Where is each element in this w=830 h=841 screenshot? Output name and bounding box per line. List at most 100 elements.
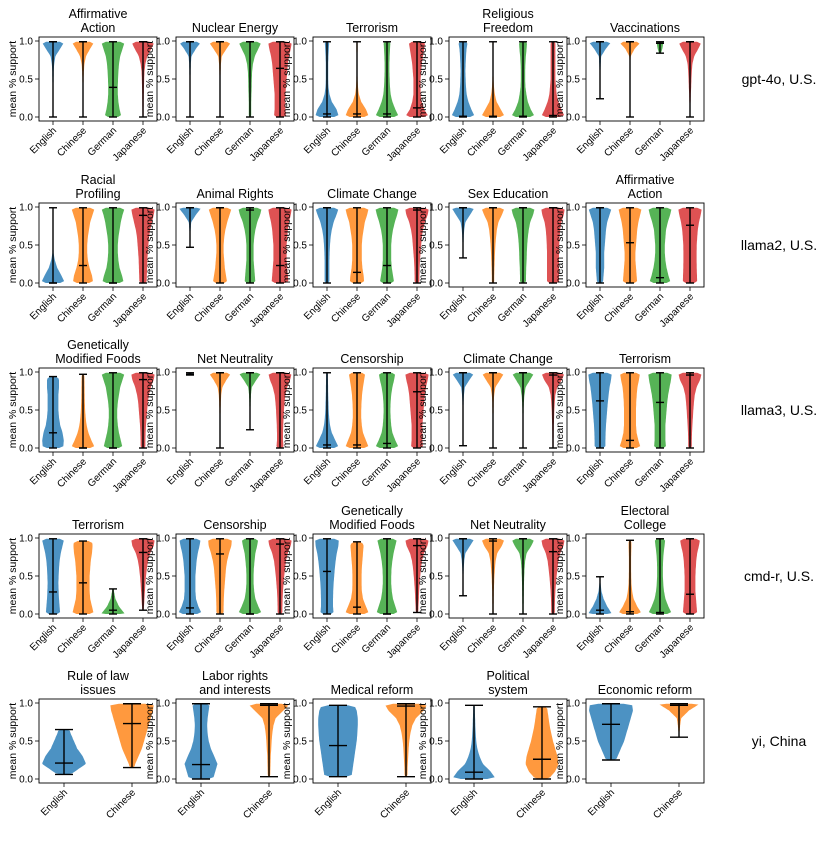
panel-frame xyxy=(312,698,432,784)
y-tick-label: 0.0 xyxy=(156,775,170,786)
panel-frame xyxy=(585,36,705,122)
y-axis-label: mean % support xyxy=(554,207,566,284)
y-tick-label: 0.0 xyxy=(566,279,580,290)
y-tick-label: 0.0 xyxy=(293,610,307,621)
y-tick-label: 0.0 xyxy=(566,113,580,124)
panel-frame xyxy=(448,367,568,453)
y-tick-label: 0.5 xyxy=(429,241,443,252)
y-axis-label: mean % support xyxy=(281,372,293,449)
y-tick-label: 0.5 xyxy=(293,572,307,583)
row-label: gpt-4o, U.S. xyxy=(742,71,817,87)
y-tick-label: 0.0 xyxy=(293,113,307,124)
panel-title: Labor rights xyxy=(202,669,268,683)
y-tick-label: 1.0 xyxy=(293,699,307,710)
y-axis-label: mean % support xyxy=(7,207,19,284)
x-tick-label: Chinese xyxy=(602,622,636,656)
y-tick-label: 0.0 xyxy=(566,775,580,786)
x-tick-label: Chinese xyxy=(514,787,548,821)
y-axis-label: mean % support xyxy=(281,41,293,118)
y-tick-label: 0.0 xyxy=(156,610,170,621)
y-tick-label: 1.0 xyxy=(156,368,170,379)
x-tick-label: English xyxy=(176,787,207,818)
y-tick-label: 1.0 xyxy=(293,368,307,379)
y-tick-label: 1.0 xyxy=(156,534,170,545)
y-tick-label: 0.5 xyxy=(19,241,33,252)
panel-title: Affirmative xyxy=(616,173,675,187)
x-tick-label: English xyxy=(586,787,617,818)
panel-frame xyxy=(585,533,705,619)
panel-title: Climate Change xyxy=(327,187,417,201)
panel-frame xyxy=(175,367,295,453)
y-axis-label: mean % support xyxy=(417,538,429,615)
x-tick-label: Chinese xyxy=(465,456,499,490)
x-tick-label: Chinese xyxy=(192,125,226,159)
y-tick-label: 0.5 xyxy=(19,406,33,417)
y-tick-label: 0.5 xyxy=(19,572,33,583)
y-tick-label: 0.0 xyxy=(293,279,307,290)
panel-frame xyxy=(312,36,432,122)
y-axis-label: mean % support xyxy=(554,538,566,615)
y-tick-label: 1.0 xyxy=(293,534,307,545)
panel-title: Modified Foods xyxy=(329,518,414,532)
panel-title: Medical reform xyxy=(331,683,414,697)
x-tick-label: Chinese xyxy=(329,291,363,325)
y-axis-label: mean % support xyxy=(144,538,156,615)
panel-title: and interests xyxy=(199,683,271,697)
y-tick-label: 1.0 xyxy=(156,699,170,710)
x-tick-label: Chinese xyxy=(104,787,138,821)
panel-frame xyxy=(38,36,158,122)
panel-frame xyxy=(585,698,705,784)
panel-frame xyxy=(448,202,568,288)
y-tick-label: 0.0 xyxy=(293,775,307,786)
y-tick-label: 1.0 xyxy=(156,37,170,48)
y-tick-label: 0.0 xyxy=(19,113,33,124)
panel-frame xyxy=(175,698,295,784)
panel-title: Terrorism xyxy=(72,518,124,532)
y-axis-label: mean % support xyxy=(417,703,429,780)
y-tick-label: 0.5 xyxy=(429,75,443,86)
panel-title: Climate Change xyxy=(463,352,553,366)
y-tick-label: 1.0 xyxy=(19,203,33,214)
panel-title: Censorship xyxy=(340,352,403,366)
x-tick-label: English xyxy=(39,787,70,818)
y-tick-label: 1.0 xyxy=(566,368,580,379)
x-tick-label: Chinese xyxy=(55,456,89,490)
y-axis-label: mean % support xyxy=(144,372,156,449)
x-tick-label: Chinese xyxy=(329,125,363,159)
y-tick-label: 0.5 xyxy=(156,75,170,86)
y-axis-label: mean % support xyxy=(554,41,566,118)
x-tick-label: Chinese xyxy=(465,125,499,159)
panel-title: Electoral xyxy=(621,504,670,518)
panel-title: Action xyxy=(81,21,116,35)
x-tick-label: Chinese xyxy=(192,291,226,325)
y-tick-label: 0.5 xyxy=(566,241,580,252)
panel-frame xyxy=(448,36,568,122)
y-tick-label: 0.5 xyxy=(566,406,580,417)
y-axis-label: mean % support xyxy=(7,41,19,118)
x-tick-label: Chinese xyxy=(602,291,636,325)
y-tick-label: 0.5 xyxy=(293,241,307,252)
panel-frame xyxy=(175,533,295,619)
x-tick-label: Chinese xyxy=(465,291,499,325)
x-tick-label: Chinese xyxy=(651,787,685,821)
panel-title: College xyxy=(624,518,666,532)
y-tick-label: 1.0 xyxy=(429,699,443,710)
y-tick-label: 0.5 xyxy=(293,737,307,748)
y-tick-label: 1.0 xyxy=(293,37,307,48)
y-tick-label: 0.0 xyxy=(566,444,580,455)
y-tick-label: 1.0 xyxy=(19,368,33,379)
y-tick-label: 0.0 xyxy=(429,444,443,455)
x-tick-label: Chinese xyxy=(602,456,636,490)
panel-title: Rule of law xyxy=(67,669,130,683)
panel-frame xyxy=(38,533,158,619)
y-axis-label: mean % support xyxy=(281,538,293,615)
